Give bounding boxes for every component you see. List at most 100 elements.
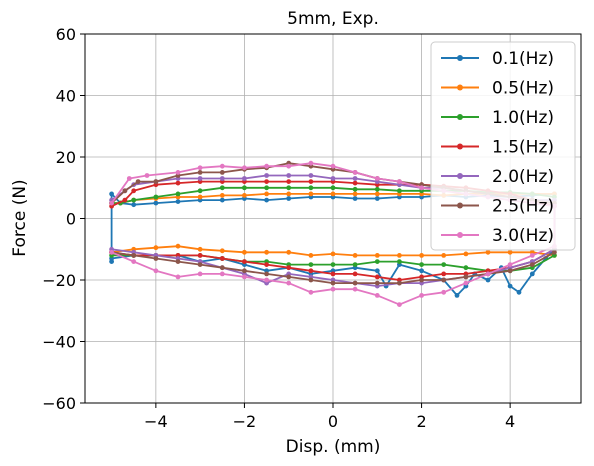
data-point xyxy=(131,188,137,194)
y-tick-label: −20 xyxy=(42,271,76,290)
data-point xyxy=(219,176,225,181)
data-point xyxy=(463,274,469,280)
data-point xyxy=(197,262,203,267)
legend-label: 0.5(Hz) xyxy=(492,79,554,99)
data-point xyxy=(352,253,358,258)
data-point xyxy=(507,268,513,274)
data-point xyxy=(463,251,469,257)
data-point xyxy=(330,185,336,191)
data-point xyxy=(441,253,447,258)
data-point xyxy=(264,249,269,255)
data-point xyxy=(197,165,203,171)
legend-label: 3.0(Hz) xyxy=(492,226,554,246)
data-point xyxy=(219,248,225,254)
data-point xyxy=(242,249,247,255)
data-point xyxy=(219,193,225,198)
data-point xyxy=(308,191,314,197)
data-point xyxy=(419,253,424,258)
data-point xyxy=(286,179,292,185)
data-point xyxy=(242,185,247,191)
data-point xyxy=(352,286,358,292)
data-point xyxy=(197,271,203,277)
data-point xyxy=(374,186,380,192)
data-point xyxy=(286,163,292,169)
data-point xyxy=(374,176,380,181)
data-point xyxy=(374,196,380,201)
data-point xyxy=(286,274,292,280)
data-point xyxy=(242,165,247,171)
data-point xyxy=(264,185,269,191)
data-point xyxy=(529,262,535,267)
data-point xyxy=(308,289,314,295)
data-point xyxy=(352,271,358,277)
legend-swatch-marker xyxy=(457,143,463,150)
data-point xyxy=(219,185,225,191)
x-axis-label: Disp. (mm) xyxy=(286,437,381,457)
data-point xyxy=(286,249,292,255)
data-point xyxy=(264,179,269,185)
data-point xyxy=(219,163,225,169)
data-point xyxy=(109,200,114,206)
x-tick-label: 2 xyxy=(416,412,426,431)
data-point xyxy=(286,280,292,286)
data-point xyxy=(197,246,203,252)
data-point xyxy=(507,249,513,255)
data-point xyxy=(242,176,247,181)
data-point xyxy=(397,188,402,194)
data-point xyxy=(330,176,336,181)
data-point xyxy=(352,262,358,267)
data-point xyxy=(352,186,358,192)
data-point xyxy=(441,262,447,267)
data-point xyxy=(552,249,557,255)
data-point xyxy=(131,197,137,203)
x-tick-label: −2 xyxy=(233,412,257,431)
y-axis-label: Force (N) xyxy=(10,179,30,256)
data-point xyxy=(131,259,137,264)
y-tick-label: −40 xyxy=(42,333,76,352)
data-point xyxy=(330,280,336,286)
data-point xyxy=(308,277,314,283)
data-point xyxy=(308,160,314,166)
data-point xyxy=(330,271,336,277)
data-point xyxy=(175,180,181,186)
data-point xyxy=(264,271,269,277)
legend-entry: 0.5(Hz) xyxy=(441,79,554,99)
data-point xyxy=(219,271,225,277)
data-point xyxy=(352,170,358,175)
data-point xyxy=(374,253,380,258)
data-point xyxy=(153,256,159,261)
data-point xyxy=(153,194,159,200)
legend-entry: 1.5(Hz) xyxy=(441,138,554,158)
data-point xyxy=(485,271,491,277)
data-point xyxy=(374,274,380,280)
data-point xyxy=(131,253,137,258)
data-point xyxy=(441,289,447,295)
data-point xyxy=(463,280,469,286)
data-point xyxy=(109,191,114,197)
data-point xyxy=(197,253,203,258)
data-point xyxy=(242,259,247,264)
legend: 0.1(Hz) 0.5(Hz) 1.0(Hz) 1.5(Hz) 2.0(Hz) 2.5(H… xyxy=(430,41,576,251)
data-point xyxy=(153,245,159,251)
y-tick-label: 20 xyxy=(56,148,76,167)
x-tick-label: 0 xyxy=(328,412,338,431)
data-point xyxy=(175,259,181,264)
legend-entry: 3.0(Hz) xyxy=(441,226,554,246)
data-point xyxy=(352,176,358,181)
y-tick-label: 40 xyxy=(56,87,76,106)
data-point xyxy=(219,265,225,271)
data-point xyxy=(330,163,336,169)
data-point xyxy=(529,253,535,258)
x-tick-label: 4 xyxy=(505,412,515,431)
y-tick-label: 60 xyxy=(56,25,76,44)
data-point xyxy=(264,163,269,169)
data-point xyxy=(286,173,292,178)
data-point xyxy=(308,179,314,185)
legend-swatch-marker xyxy=(457,173,463,179)
legend-items: 0.1(Hz) 0.5(Hz) 1.0(Hz) 1.5(Hz) 2.0(Hz) 2.5(H… xyxy=(441,49,554,246)
data-point xyxy=(264,197,269,203)
data-point xyxy=(175,274,181,280)
data-point xyxy=(308,253,314,258)
